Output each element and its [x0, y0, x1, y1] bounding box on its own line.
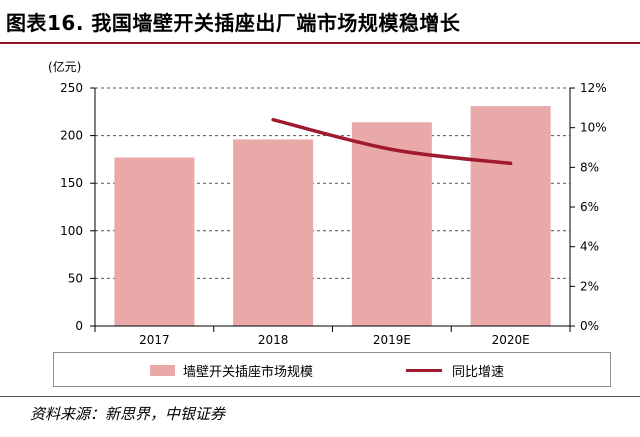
legend-line-swatch	[406, 369, 442, 372]
y2-tick-label: 2%	[580, 279, 599, 293]
legend-bar-label: 墙壁开关插座市场规模	[183, 365, 314, 380]
bar-2017	[114, 157, 195, 326]
legend-item-bar: 墙壁开关插座市场规模	[150, 361, 313, 380]
y2-tick-label: 12%	[580, 81, 607, 95]
x-tick-label: 2018	[258, 333, 289, 347]
bar-2019E	[351, 122, 432, 326]
title-rule	[0, 42, 640, 44]
legend-bar-swatch	[150, 365, 175, 376]
y-tick-label: 0	[75, 319, 83, 333]
y2-tick-label: 6%	[580, 200, 599, 214]
legend-item-line: 同比增速	[406, 361, 504, 380]
chart-title: 图表16. 我国墙壁开关插座出厂端市场规模稳增长	[6, 11, 461, 35]
y2-tick-label: 4%	[580, 240, 599, 254]
chart-svg: 0 50 100 150 200 250 0% 2% 4% 6% 8% 10% 12% 2017 2018 2…	[60, 81, 607, 347]
y-tick-label: 150	[60, 176, 83, 190]
x-tick-label: 2020E	[492, 333, 530, 347]
x-tick-label: 2017	[139, 333, 170, 347]
legend: 墙壁开关插座市场规模 同比增速	[53, 352, 611, 387]
y2-tick-label: 10%	[580, 121, 607, 135]
growth-line	[271, 117, 513, 166]
y2-tick-label: 8%	[580, 160, 599, 174]
source-note: 资料来源：新思界，中银证券	[30, 405, 226, 423]
x-tick-label: 2019E	[373, 333, 411, 347]
bar-2018	[233, 139, 314, 326]
y-tick-label: 250	[60, 81, 83, 95]
bar-2020E	[470, 106, 551, 326]
y-axis-unit: (亿元)	[48, 60, 82, 74]
y-tick-label: 100	[60, 224, 83, 238]
y2-tick-label: 0%	[580, 319, 599, 333]
y-tick-label: 50	[68, 271, 83, 285]
legend-line-label: 同比增速	[452, 365, 505, 380]
y-tick-label: 200	[60, 129, 83, 143]
bottom-rule	[0, 396, 640, 397]
